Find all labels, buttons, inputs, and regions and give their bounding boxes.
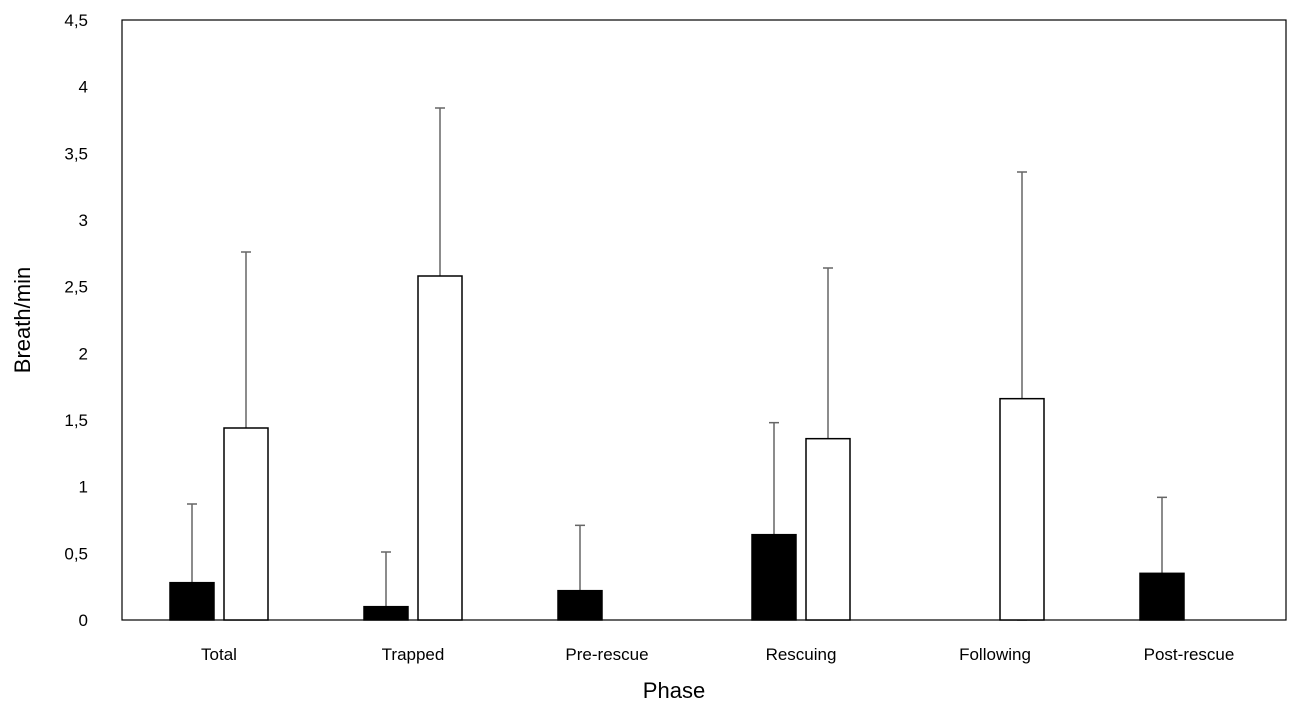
- y-tick-label: 1: [79, 478, 88, 497]
- x-tick-label: Post-rescue: [1144, 645, 1235, 664]
- y-axis-title: Breath/min: [10, 267, 35, 373]
- x-tick-label: Pre-rescue: [565, 645, 648, 664]
- bar: [223, 427, 269, 621]
- bar: [999, 397, 1045, 621]
- bar: [751, 533, 797, 621]
- bars: [169, 275, 1185, 621]
- y-tick-label: 2: [79, 344, 88, 363]
- y-tick-label: 3: [79, 211, 88, 230]
- plot-frame: [121, 19, 1287, 621]
- bar: [557, 589, 603, 621]
- y-axis-ticks: 0 0,5 1 1,5 2 2,5 3 3,5 4 4,5: [64, 11, 88, 630]
- y-tick-label: 0,5: [64, 544, 88, 563]
- x-axis-ticks: Total Trapped Pre-rescue Rescuing Following P…: [201, 645, 1234, 664]
- bar: [417, 275, 463, 621]
- y-tick-label: 4: [79, 78, 88, 97]
- y-tick-label: 2,5: [64, 278, 88, 297]
- bar: [363, 605, 409, 621]
- y-tick-label: 1,5: [64, 411, 88, 430]
- bar: [1139, 572, 1185, 621]
- x-tick-label: Rescuing: [766, 645, 837, 664]
- x-tick-label: Following: [959, 645, 1031, 664]
- x-tick-label: Total: [201, 645, 237, 664]
- x-axis-title: Phase: [643, 678, 705, 703]
- y-tick-label: 3,5: [64, 144, 88, 163]
- x-tick-label: Trapped: [382, 645, 445, 664]
- y-tick-label: 0: [79, 611, 88, 630]
- bar: [805, 437, 851, 621]
- bar: [169, 581, 215, 621]
- y-tick-label: 4,5: [64, 11, 88, 30]
